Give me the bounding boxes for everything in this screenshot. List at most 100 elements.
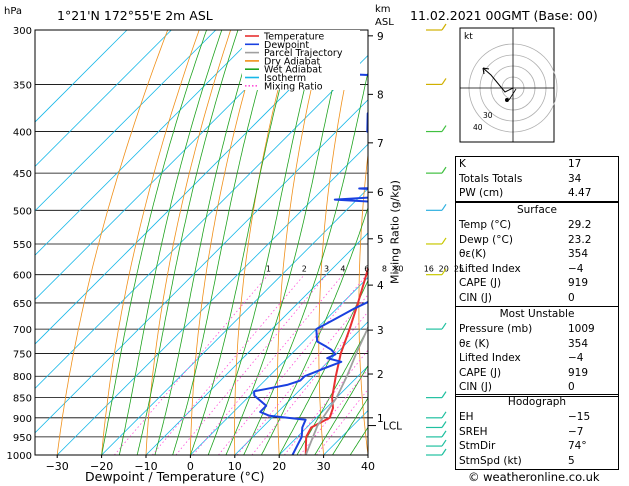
legend-entry: Mixing Ratio <box>264 81 323 92</box>
legend-entry: Temperature <box>263 32 324 43</box>
isotherm-line <box>278 365 368 455</box>
mixing-ratio-tick-label: 2 <box>302 265 307 274</box>
wind-barb <box>426 322 447 330</box>
hodo-row: StmSpd (kt) 5 <box>459 454 575 467</box>
isotherm-line <box>234 321 368 455</box>
mixing-ratio-line <box>192 274 344 455</box>
wet-adiabat-line <box>101 30 207 455</box>
pressure-tick-label: 900 <box>13 414 32 425</box>
wind-barb <box>426 430 447 438</box>
wind-barb-flag <box>441 322 447 330</box>
km-tick-label: 4 <box>377 280 384 292</box>
pressure-tick-label: 550 <box>13 240 32 251</box>
isotherm-line <box>35 99 368 434</box>
wind-barb-flag <box>441 78 447 85</box>
wet-adiabat-line <box>332 397 368 455</box>
surface-row: θε(K) 354 <box>459 248 589 260</box>
mixing-ratio-tick-label: 16 <box>424 265 434 274</box>
wet-adiabat-line <box>278 279 368 455</box>
plot-frame <box>34 29 369 456</box>
wind-barb <box>426 448 447 456</box>
isotherm-line <box>145 232 368 455</box>
mixing-ratio-tick-label: 10 <box>393 265 403 274</box>
isotherm-line <box>35 30 305 301</box>
x-tick-label: 10 <box>228 460 242 473</box>
mu-row: Pressure (mb) 1009 <box>459 323 595 335</box>
wind-barb-flag <box>441 268 447 276</box>
legend-background <box>242 30 360 90</box>
hodograph-panel: Hodograph EH −15 SREH −7 StmDir 74° StmSpd … <box>455 394 619 470</box>
mixing-ratio-tick-label: 1 <box>266 265 271 274</box>
surface-row: Lifted Index −4 <box>459 262 584 275</box>
mixing-ratio-line <box>236 293 368 455</box>
wind-barb-flag <box>441 23 447 31</box>
lcl-label: LCL <box>383 421 402 433</box>
km-unit: km <box>375 4 391 15</box>
pressure-tick-label: 300 <box>13 26 32 37</box>
wind-barb-flag <box>441 391 447 398</box>
dry-adiabat-line <box>277 30 326 455</box>
km-tick-label: 5 <box>377 234 384 246</box>
legend-entry: Dry Adiabat <box>264 56 321 67</box>
pressure-tick-label: 700 <box>13 325 32 336</box>
hodograph-unit: kt <box>464 32 473 42</box>
legend-entry: Wet Adiabat <box>264 65 322 76</box>
wind-barb <box>426 125 447 133</box>
mixing-ratio-tick-label: 6 <box>364 265 369 274</box>
surface-panel: Surface Temp (°C) 29.2 Dewp (°C) 23.2 θε(K… <box>455 202 619 307</box>
pressure-tick-label: 450 <box>13 169 32 180</box>
wind-barb <box>426 268 447 276</box>
x-tick-label: −20 <box>90 460 113 473</box>
temperature-profile <box>304 264 368 455</box>
km-tick-label: 8 <box>377 89 384 101</box>
surface-title: Surface <box>516 204 557 216</box>
isotherm-line <box>35 30 128 123</box>
mu-row: CAPE (J) 919 <box>459 366 589 379</box>
wind-barb-flag <box>441 203 447 211</box>
wind-barb-flag <box>441 166 447 174</box>
wind-barb <box>426 421 447 429</box>
pressure-unit: hPa <box>4 6 23 17</box>
hodograph-ring-label: 40 <box>473 123 483 132</box>
location-title: 1°21'N 172°55'E 2m ASL <box>57 8 213 23</box>
pressure-tick-label: 600 <box>13 271 32 282</box>
wind-barb-flag <box>441 430 447 438</box>
storm-motion-line <box>508 88 517 101</box>
wind-barb <box>426 411 447 419</box>
dry-adiabat-line <box>145 30 231 455</box>
mixing-ratio-tick-label: 8 <box>382 265 387 274</box>
wind-barb-flag <box>441 125 447 132</box>
legend-entry: Parcel Trajectory <box>264 48 343 59</box>
isotherm-line <box>35 30 217 212</box>
isotherm-line <box>35 30 261 256</box>
pressure-tick-label: 1000 <box>7 451 32 462</box>
hodo-row: EH −15 <box>459 411 591 423</box>
mixing-ratio-tick-label: 3 <box>324 265 329 274</box>
isotherm-line <box>56 143 368 455</box>
pressure-tick-label: 800 <box>13 372 32 383</box>
mixing-ratio-tick-label: 4 <box>340 265 345 274</box>
isotherm-line <box>35 30 172 167</box>
wind-barb-flag <box>441 448 447 456</box>
x-tick-label: 20 <box>272 460 286 473</box>
index-row-totals: Totals Totals 34 <box>459 172 582 185</box>
legend-entry: Dewpoint <box>264 40 309 51</box>
datetime-title: 11.02.2021 00GMT (Base: 00) <box>410 8 598 23</box>
dry-adiabat-line <box>56 30 169 455</box>
hodograph-frame <box>459 27 555 143</box>
km-tick-label: 3 <box>377 325 384 337</box>
km-tick-label: 2 <box>377 369 384 381</box>
mixing-ratio-line <box>251 311 368 455</box>
mixing-ratio-tick-label: 25 <box>454 265 464 274</box>
wet-adiabat-line <box>207 30 320 455</box>
index-row-pw: PW (cm) 4.47 <box>459 187 592 199</box>
surface-row: CAPE (J) 919 <box>459 277 589 289</box>
wind-barb-flag <box>441 411 447 419</box>
hodo-row: SREH −7 <box>459 425 584 438</box>
wind-barb <box>426 391 447 399</box>
wind-barb-flag <box>441 439 447 447</box>
wet-adiabat-line <box>296 327 368 455</box>
pressure-tick-label: 750 <box>13 349 32 360</box>
pressure-tick-label: 350 <box>13 80 32 91</box>
